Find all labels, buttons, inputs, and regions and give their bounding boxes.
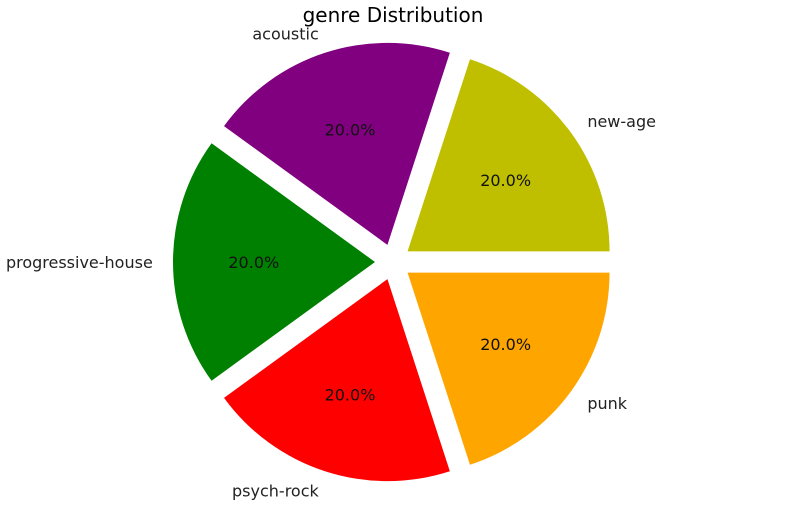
pie-slices <box>172 42 610 482</box>
pie-slice-psych-rock <box>224 279 450 482</box>
pie-slice-new-age <box>407 59 610 252</box>
pie-slice-acoustic <box>224 42 450 245</box>
pct-label-psych-rock: 20.0% <box>325 385 376 404</box>
pct-label-progressive-house: 20.0% <box>228 253 279 272</box>
pie-labels: 20.0% new-age 20.0% acoustic 20.0% progressiv… <box>6 25 656 501</box>
pie-slice-progressive-house <box>172 143 375 381</box>
category-label-new-age: new-age <box>587 112 656 131</box>
pie-slice-punk <box>407 272 610 465</box>
pct-label-new-age: 20.0% <box>480 171 531 190</box>
chart-title: genre Distribution <box>303 3 484 27</box>
category-label-psych-rock: psych-rock <box>232 481 319 500</box>
category-label-acoustic: acoustic <box>252 25 318 44</box>
pct-label-acoustic: 20.0% <box>325 121 376 140</box>
pct-label-punk: 20.0% <box>480 335 531 354</box>
category-label-progressive-house: progressive-house <box>6 253 153 272</box>
category-label-punk: punk <box>587 394 627 413</box>
